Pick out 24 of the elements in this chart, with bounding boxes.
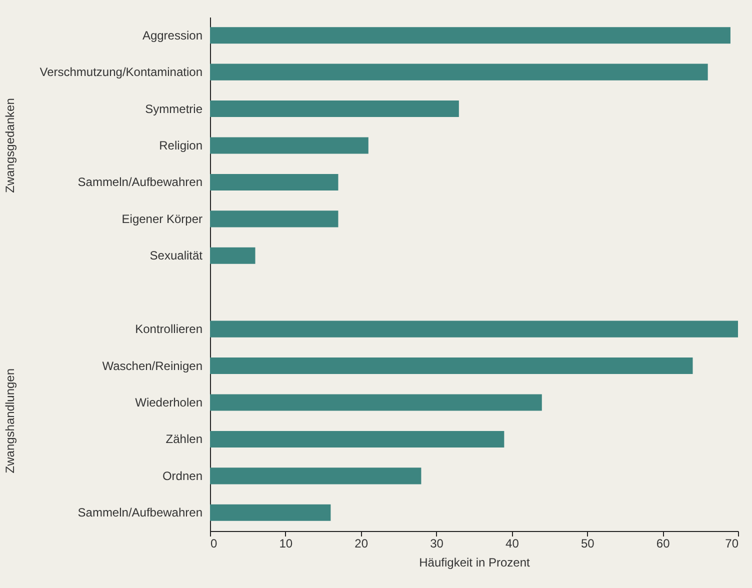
y-tick-label: Symmetrie — [145, 102, 203, 116]
y-tick-label: Sammeln/Aufbewahren — [78, 506, 202, 520]
y-tick-label: Sexualität — [150, 248, 204, 263]
text: Zwangsgedanken — [3, 98, 17, 193]
x-axis-title: Häufigkeit in Prozent — [419, 556, 531, 570]
x-tick-label: 20 — [354, 536, 368, 550]
y-tick-label: Aggression — [142, 28, 202, 42]
x-tick-label: 40 — [506, 536, 520, 550]
x-tick-label: 10 — [279, 536, 293, 550]
x-tick-label: 0 — [210, 536, 218, 550]
y-tick-label: Zählen — [166, 432, 202, 446]
y-tick-label: Verschmutzung/Kontamination — [40, 65, 202, 80]
y-tick-label: Kontrollieren — [135, 322, 202, 336]
y-tick-label: Religion — [159, 138, 202, 152]
text: Zwangshandlungen — [3, 368, 17, 474]
y-tick-label: Waschen/Reinigen — [102, 358, 202, 373]
y-tick-label: Eigener Körper — [122, 212, 202, 226]
x-tick-label: 60 — [656, 536, 670, 550]
y-tick-label: Ordnen — [162, 468, 202, 483]
x-tick-label: 70 — [725, 536, 739, 550]
x-tick-label: 30 — [430, 536, 444, 550]
y-tick-label: Sammeln/Aufbewahren — [78, 175, 202, 190]
x-tick-label: 50 — [580, 536, 595, 550]
y-tick-label: Wiederholen — [135, 396, 202, 410]
